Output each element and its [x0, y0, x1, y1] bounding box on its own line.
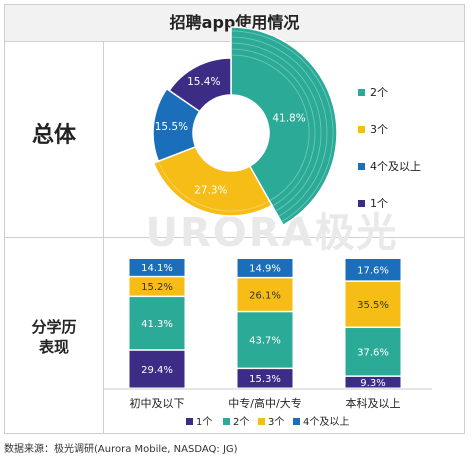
- pie-value-label: 27.3%: [194, 185, 227, 197]
- pie-slice-ring: [230, 54, 310, 202]
- bar-value-label: 15.3%: [249, 374, 281, 385]
- pie-slice-ring: [157, 161, 270, 212]
- legend-label: 3个: [370, 123, 388, 136]
- bar-segment: [345, 328, 401, 376]
- bar-value-label: 14.9%: [249, 264, 281, 275]
- legend-swatch: [358, 163, 365, 170]
- bar-segment: [129, 350, 185, 388]
- pie-value-label: 15.5%: [155, 121, 188, 133]
- bar-value-label: 29.4%: [141, 365, 173, 376]
- pie-slice-ring: [230, 42, 322, 212]
- legend-label: 2个: [370, 86, 388, 99]
- bar-segment: [345, 259, 401, 281]
- chart-title: 招聘app使用情况: [169, 13, 300, 32]
- pie-slice-ring: [230, 36, 328, 217]
- bar-value-label: 37.6%: [357, 347, 389, 358]
- row-label-education: 分学历 表现: [5, 317, 103, 357]
- watermark-text: URORA极光: [145, 210, 398, 256]
- pie-value-label: 15.4%: [187, 76, 220, 88]
- label-column-divider: [103, 41, 104, 433]
- bar-value-label: 43.7%: [249, 336, 281, 347]
- pie-slice-ring: [230, 48, 316, 207]
- bar-segment: [129, 259, 185, 276]
- bar-segment: [237, 278, 293, 311]
- bar-legend-label: 1个: [196, 416, 212, 428]
- bar-segment: [345, 376, 401, 388]
- bar-value-label: 15.2%: [141, 282, 173, 293]
- x-tick-label: 初中及以下: [130, 396, 185, 410]
- bar-value-label: 17.6%: [357, 265, 389, 276]
- bar-legend-label: 2个: [233, 416, 249, 428]
- pie-slice-1: [152, 145, 273, 217]
- bar-legend-swatch: [186, 418, 193, 425]
- pie-value-label: 41.8%: [272, 113, 305, 125]
- pie-slice-3: [168, 57, 232, 113]
- bar-value-label: 14.1%: [141, 263, 173, 274]
- bar-segment: [237, 259, 293, 277]
- row-label-overall: 总体: [31, 123, 76, 148]
- bar-legend-swatch: [293, 418, 300, 425]
- x-tick-label: 中专/高中/大专: [228, 396, 301, 410]
- bar-segment: [237, 369, 293, 388]
- x-tick-label: 本科及以上: [346, 396, 401, 410]
- bar-legend-label: 3个: [268, 416, 284, 428]
- bar-legend-swatch: [258, 418, 265, 425]
- bar-value-label: 41.3%: [141, 319, 173, 330]
- bar-segment: [129, 297, 185, 350]
- bar-segment: [345, 281, 401, 327]
- legend-label: 4个及以上: [370, 160, 421, 173]
- row-label-education-line2: 表现: [38, 338, 69, 356]
- bar-value-label: 35.5%: [357, 300, 389, 311]
- bar-legend-swatch: [223, 418, 230, 425]
- legend-label: 1个: [370, 197, 388, 210]
- bar-segment: [237, 312, 293, 368]
- bar-value-label: 26.1%: [249, 290, 281, 301]
- source-note: 数据来源：极光调研(Aurora Mobile, NASDAQ: JG): [4, 444, 238, 455]
- row-label-education-line1: 分学历: [31, 318, 77, 336]
- bar-legend-label: 4个及以上: [303, 416, 349, 428]
- legend-swatch: [358, 89, 365, 96]
- donut-hole: [194, 96, 268, 170]
- legend-swatch: [358, 126, 365, 133]
- legend-swatch: [358, 200, 365, 207]
- pie-slice-0: [230, 26, 338, 227]
- row-divider: [5, 237, 464, 238]
- bar-value-label: 9.3%: [360, 378, 385, 389]
- pie-slice-ring: [230, 30, 334, 223]
- bar-segment: [129, 277, 185, 296]
- pie-slice-2: [152, 87, 201, 163]
